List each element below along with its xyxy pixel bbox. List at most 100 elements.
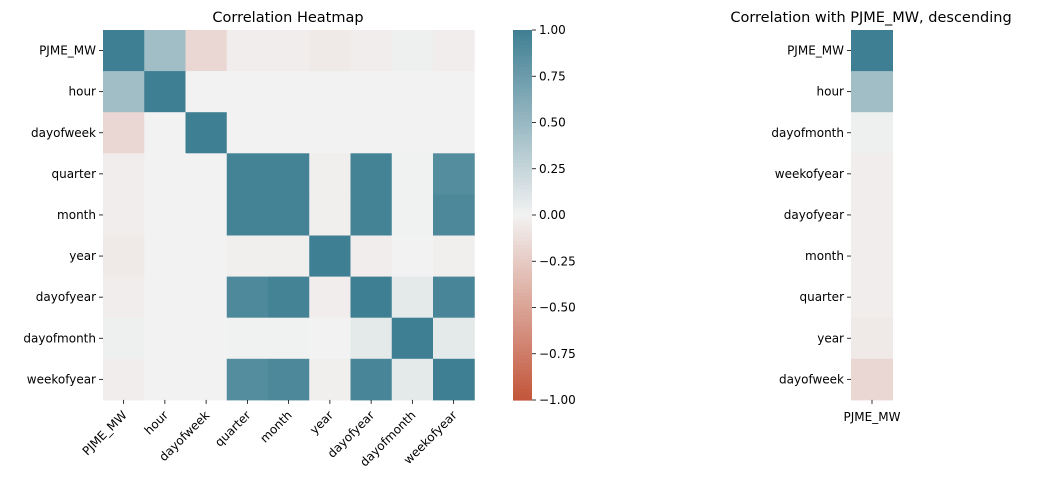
colorbar-segment: [513, 89, 532, 94]
heatmap-cell: [226, 112, 269, 154]
colorbar-segment: [513, 178, 532, 183]
colorbar-segment: [513, 33, 532, 38]
colorbar-segment: [513, 311, 532, 316]
x-tick-label: hour: [142, 408, 171, 437]
colorbar-segment: [513, 181, 532, 186]
heatmap-cell: [103, 235, 145, 278]
colorbar-segment: [513, 63, 532, 68]
colorbar-tick-label: −0.50: [539, 301, 576, 315]
heatmap-cell: [350, 276, 393, 319]
colorbar-segment: [513, 300, 532, 305]
colorbar-segment: [513, 344, 532, 349]
colorbar-segment: [513, 252, 532, 257]
colorbar-segment: [513, 259, 532, 264]
colorbar-segment: [513, 233, 532, 238]
heatmap-cell: [226, 30, 269, 72]
colorbar-tick-label: 0.00: [539, 208, 566, 222]
heatmap-cell: [391, 235, 434, 278]
colorbar-tick-label: 1.00: [539, 23, 566, 37]
colorbar-segment: [513, 163, 532, 168]
heatmap-cell: [226, 235, 269, 278]
heatmap-cell: [103, 30, 145, 72]
colorbar-segment: [513, 240, 532, 246]
heatmap-cell: [433, 194, 475, 236]
colorbar-segment: [513, 92, 532, 98]
colorbar-segment: [513, 107, 532, 112]
heatmap-cell: [226, 317, 269, 360]
heatmap-cell: [185, 194, 228, 236]
colorbar-segment: [513, 170, 532, 175]
y-tick-label: dayofyear: [784, 208, 844, 222]
heatmap-cell: [103, 112, 145, 154]
colorbar-segment: [513, 115, 532, 120]
colorbar-segment: [513, 59, 532, 64]
ranking-cell: [851, 30, 893, 72]
y-tick-label: month: [57, 208, 96, 222]
ranking-cell: [851, 317, 893, 360]
heatmap-cell: [226, 276, 269, 319]
colorbar-segment: [513, 118, 532, 124]
ranking-cells: [851, 30, 893, 401]
colorbar-segment: [513, 318, 532, 323]
colorbar-segment: [513, 200, 532, 205]
heatmap-cell: [350, 194, 393, 236]
y-tick-label: PJME_MW: [787, 44, 844, 58]
colorbar-tick-labels: 1.00 0.75 0.50 0.25 0.00 −0.25 −0.50 −0.75 −1.00: [532, 23, 576, 407]
heatmap-cell: [144, 153, 186, 195]
colorbar-segment: [513, 55, 532, 61]
heatmap-cell: [185, 358, 228, 401]
heatmap-cell: [268, 30, 310, 72]
heatmap-cell: [226, 194, 269, 236]
colorbar-segment: [513, 255, 532, 260]
colorbar-segment: [513, 385, 532, 390]
colorbar-segment: [513, 363, 532, 368]
colorbar-segment: [513, 296, 532, 301]
heatmap-cell: [103, 194, 145, 236]
ranking-cell: [851, 235, 893, 278]
y-tick-label: dayofweek: [779, 372, 844, 386]
colorbar-segment: [513, 137, 532, 142]
y-tick-label: quarter: [51, 167, 96, 181]
heatmap-cell: [309, 317, 351, 360]
heatmap-cell: [144, 30, 186, 72]
colorbar-segment: [513, 159, 532, 164]
colorbar-segment: [513, 81, 532, 87]
colorbar-segment: [513, 322, 532, 327]
colorbar-segment: [513, 351, 532, 357]
colorbar-segment: [513, 44, 532, 50]
colorbar: [513, 30, 532, 401]
heatmap-cell: [433, 112, 475, 154]
heatmap-cell: [103, 71, 145, 113]
heatmap-cell: [103, 153, 145, 195]
colorbar-segment: [513, 263, 532, 268]
colorbar-tick-label: 0.75: [539, 69, 566, 83]
heatmap-cell: [433, 71, 475, 113]
colorbar-segment: [513, 329, 532, 334]
colorbar-segment: [513, 78, 532, 83]
colorbar-segment: [513, 144, 532, 149]
colorbar-segment: [513, 37, 532, 42]
ranking-cell: [851, 194, 893, 236]
heatmap-cell: [391, 194, 434, 236]
colorbar-segment: [513, 185, 532, 190]
colorbar-segment: [513, 285, 532, 290]
colorbar-segment: [513, 270, 532, 275]
colorbar-segment: [513, 396, 532, 401]
heatmap-cell: [309, 194, 351, 236]
heatmap-cell: [185, 71, 228, 113]
heatmap-cell: [391, 317, 434, 360]
heatmap-cell: [103, 317, 145, 360]
heatmap-cell: [144, 358, 186, 401]
colorbar-segment: [513, 274, 532, 279]
colorbar-segment: [513, 392, 532, 397]
colorbar-segment: [513, 326, 532, 331]
heatmap-cell: [391, 71, 434, 113]
y-tick-label: year: [817, 331, 844, 345]
heatmap-cell: [309, 276, 351, 319]
colorbar-segment: [513, 192, 532, 198]
y-tick-label: hour: [69, 85, 97, 99]
y-tick-label: dayofweek: [31, 126, 96, 140]
